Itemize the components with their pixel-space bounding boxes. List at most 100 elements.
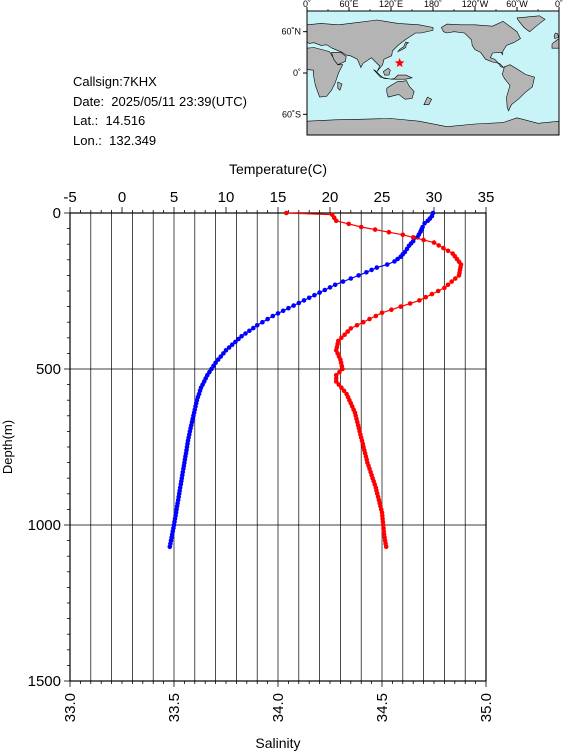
temperature-point [392,259,397,264]
salinity-point [421,237,426,243]
temperature-point [356,273,361,278]
temperature-point [251,325,256,331]
salinity-point [342,332,347,338]
map-lat-label: 0˚ [293,68,301,78]
europe-west-land [551,38,560,49]
depth-tick-label: 500 [36,361,61,378]
new-zealand-land [423,96,433,105]
temperature-point [275,311,281,316]
temperature-point [348,276,354,281]
temperature-point [254,323,260,328]
temperature-point [236,336,241,342]
salinity-point [389,307,394,313]
temperature-point [327,285,333,290]
callsign-text: Callsign:7KHX [73,74,157,89]
madagascar-land [337,81,343,91]
salinity-point [354,323,360,328]
depth-axis-label: Depth(m) [0,420,15,474]
temperature-point [306,295,312,301]
temperature-point [322,287,328,293]
salinity-point [445,248,451,254]
salinity-point [435,288,441,294]
indonesia-land [373,69,413,80]
map-lon-label: 120˚W [462,0,489,9]
temperature-point [422,221,427,226]
temperature-tick-label: -5 [63,189,76,206]
salinity-point [383,544,389,550]
temperature-point [223,348,229,353]
greenland-land [516,15,546,33]
salinity-point [340,366,345,372]
japan-land [397,41,410,53]
salinity-tick-label: 33.0 [62,693,79,722]
map-lon-label: 60˚W [506,0,528,9]
temperature-point [239,333,244,339]
temperature-tick-label: 35 [478,189,495,206]
salinity-point [453,276,458,281]
temperature-point [280,308,286,314]
salinity-tick-label: 33.5 [166,693,183,722]
temperature-point [425,218,431,224]
salinity-point [341,388,347,394]
temperature-point [374,265,380,270]
salinity-point [442,285,447,291]
north-america-land [441,20,521,69]
australia-land [386,80,415,100]
temperature-point [167,544,173,550]
salinity-point [441,245,446,251]
salinity-point [373,313,379,319]
salinity-point [386,229,392,235]
temperature-point [369,267,374,273]
map-lon-label: 0˚ [555,0,563,9]
salinity-point [339,335,344,341]
arabia-land [331,51,347,66]
salinity-point [456,273,462,278]
salinity-point [372,227,378,232]
south-america-land [501,64,535,112]
salinity-point [336,382,342,387]
eurasia-land [306,19,434,72]
temperature-point [317,290,322,295]
temperature-point [215,357,221,362]
temperature-point [233,339,238,345]
station-marker [394,58,405,67]
station-info: Callsign:7KHX Date: 2025/05/11 23:39(UTC… [73,72,247,150]
temperature-point [301,298,307,303]
salinity-point [333,379,339,384]
salinity-point [284,210,289,216]
temperature-point [384,262,390,267]
temperature-tick-label: 30 [426,189,443,206]
map-lat-label: 60˚N [281,27,301,37]
temperature-point [312,292,317,298]
salinity-point [417,298,422,303]
britain-land [553,32,559,39]
temperature-point [395,256,400,262]
salinity-point [431,240,437,245]
temperature-point [243,331,248,336]
temperature-point [364,270,369,275]
temperature-point [247,328,252,334]
depth-tick-label: 0 [53,205,61,222]
salinity-tick-label: 34.0 [270,693,287,722]
salinity-point [449,279,455,284]
temperature-point [226,345,232,350]
salinity-point [429,291,435,297]
salinity-point [333,372,339,378]
salinity-point [367,316,372,322]
salinity-point [333,218,339,224]
temperature-point [260,319,265,325]
salinity-point [358,224,364,230]
salinity-tick-label: 35.0 [478,693,495,722]
salinity-profile-line [286,212,462,547]
map-lon-label: 120˚E [379,0,403,9]
temperature-tick-label: 15 [270,189,287,206]
salinity-point [361,319,366,325]
map-lat-label: 60˚S [282,109,301,119]
temperature-tick-label: 5 [170,189,178,206]
date-text: Date: 2025/05/11 23:39(UTC) [73,93,247,109]
temperature-point [291,303,296,308]
salinity-point [337,369,342,375]
salinity-point [407,301,413,306]
